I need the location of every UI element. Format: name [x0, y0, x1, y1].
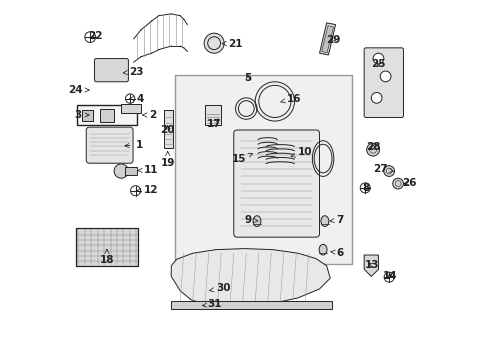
Text: 3: 3 [74, 110, 89, 120]
Text: 7: 7 [329, 215, 344, 225]
Text: 27: 27 [372, 163, 392, 174]
Circle shape [383, 166, 394, 176]
Text: 17: 17 [206, 118, 221, 129]
Text: 26: 26 [401, 178, 415, 188]
Text: 15: 15 [231, 153, 252, 164]
Bar [121, 104, 141, 113]
Text: 19: 19 [160, 152, 175, 168]
Text: 12: 12 [137, 185, 158, 195]
Polygon shape [321, 26, 333, 53]
Bar [205, 105, 221, 125]
Text: 30: 30 [209, 283, 230, 293]
Text: 2: 2 [142, 110, 156, 120]
Text: 9: 9 [244, 215, 258, 225]
Bar [171, 301, 331, 309]
Circle shape [366, 143, 379, 156]
Circle shape [372, 53, 383, 64]
Ellipse shape [319, 244, 326, 255]
Text: 10: 10 [290, 147, 311, 157]
Bar [124, 167, 137, 175]
Polygon shape [364, 255, 378, 276]
Ellipse shape [253, 216, 261, 226]
Text: 29: 29 [325, 35, 340, 45]
Text: 25: 25 [370, 59, 385, 69]
Bar [76, 228, 138, 266]
Text: 5: 5 [244, 73, 251, 83]
FancyBboxPatch shape [94, 59, 128, 82]
Text: 11: 11 [138, 165, 158, 175]
Text: 4: 4 [129, 94, 143, 104]
Bar [100, 109, 114, 122]
Text: 21: 21 [222, 39, 243, 49]
Bar [77, 105, 137, 125]
FancyBboxPatch shape [86, 127, 133, 163]
Circle shape [203, 33, 224, 53]
Text: 14: 14 [382, 271, 397, 282]
Text: 23: 23 [123, 67, 143, 77]
Ellipse shape [320, 216, 328, 226]
Bar [82, 110, 93, 121]
Text: 8: 8 [362, 183, 369, 193]
Circle shape [392, 178, 403, 189]
Text: 1: 1 [124, 140, 142, 150]
FancyBboxPatch shape [364, 48, 403, 117]
Circle shape [370, 93, 381, 103]
Text: 31: 31 [202, 299, 221, 309]
Bar [175, 75, 351, 264]
Polygon shape [319, 23, 335, 55]
Circle shape [114, 164, 128, 178]
Text: 20: 20 [160, 125, 175, 135]
Bar [76, 228, 138, 266]
Text: 13: 13 [365, 260, 379, 270]
FancyBboxPatch shape [233, 130, 319, 237]
Bar [164, 111, 173, 148]
Circle shape [380, 71, 390, 82]
Polygon shape [171, 249, 329, 306]
Text: 28: 28 [366, 142, 380, 152]
Text: 6: 6 [330, 248, 343, 257]
Text: 24: 24 [68, 85, 89, 95]
Text: 18: 18 [100, 249, 114, 265]
Text: 16: 16 [280, 94, 301, 104]
Text: 22: 22 [88, 31, 102, 41]
